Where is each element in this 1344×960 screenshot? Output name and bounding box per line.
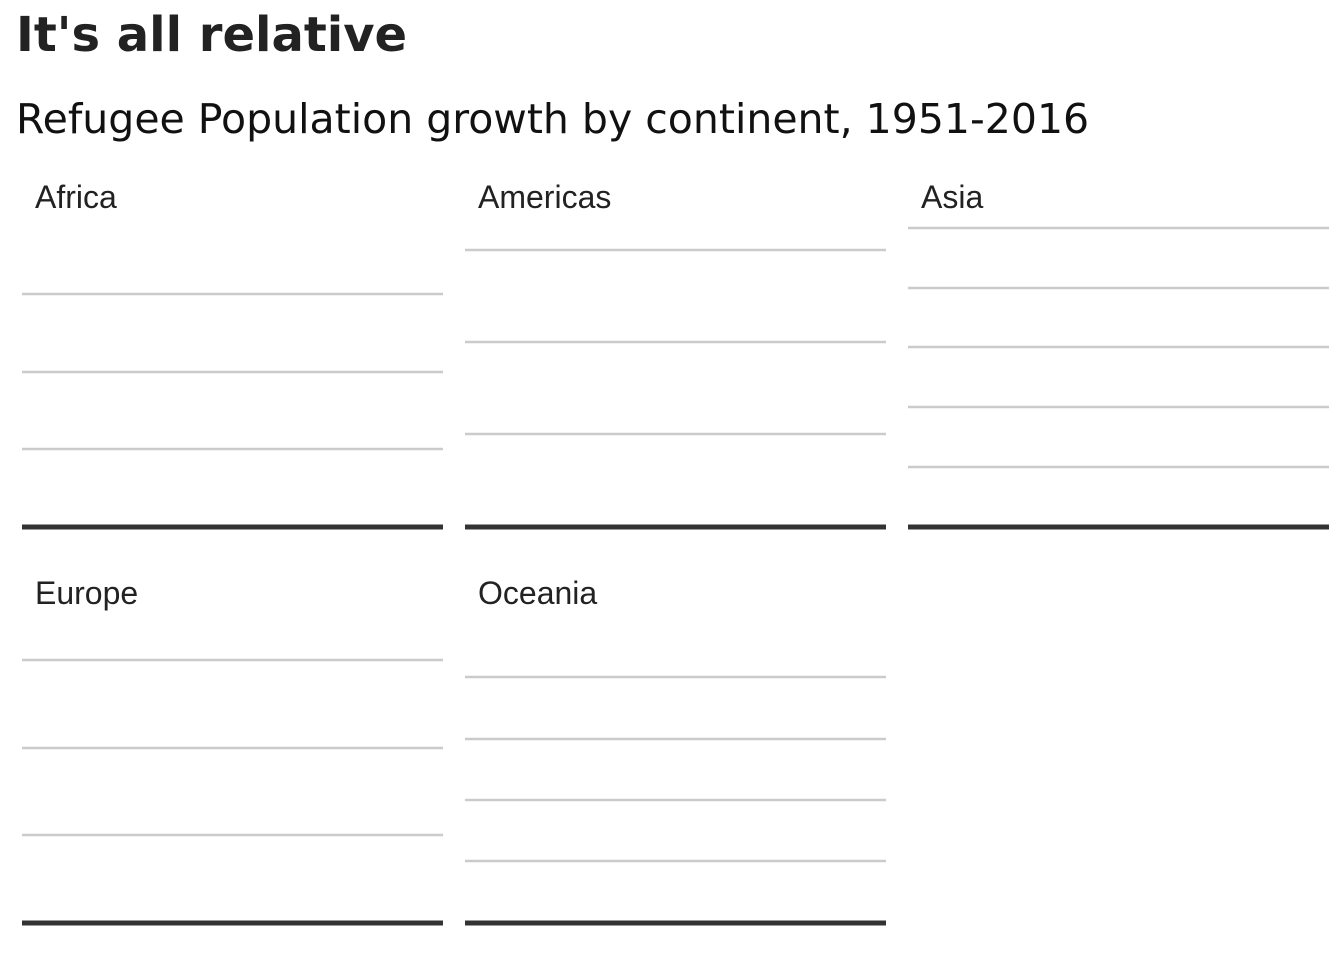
chart-subtitle: Refugee Population growth by continent, …	[16, 95, 1090, 143]
panel-title: Africa	[35, 179, 117, 215]
panel-europe: Europe	[22, 575, 443, 926]
panel-title: Oceania	[478, 575, 597, 611]
panel-title: Europe	[35, 575, 138, 611]
panel-title: Asia	[921, 179, 983, 215]
panel-title: Americas	[478, 179, 611, 215]
panel-americas: Americas	[465, 179, 886, 530]
panel-africa: Africa	[22, 179, 443, 530]
panel-oceania: Oceania	[465, 575, 886, 926]
panel-asia: Asia	[908, 179, 1329, 530]
chart-title: It's all relative	[16, 7, 408, 63]
